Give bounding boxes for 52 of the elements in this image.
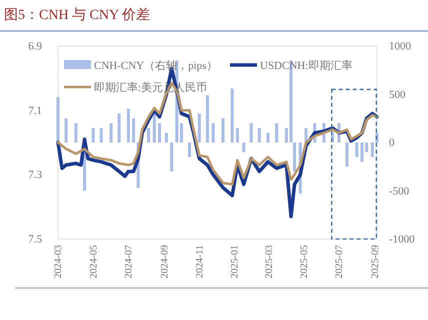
line-series bbox=[56, 82, 378, 186]
bar bbox=[152, 114, 156, 142]
bar bbox=[221, 118, 224, 142]
bar bbox=[92, 128, 95, 142]
bar bbox=[126, 108, 130, 142]
bar bbox=[56, 97, 60, 142]
bar bbox=[118, 114, 121, 142]
x-tick-label: 2024-11 bbox=[194, 245, 206, 278]
bar bbox=[304, 128, 308, 142]
bar bbox=[293, 142, 296, 172]
x-tick-label: 2024-03 bbox=[53, 245, 64, 278]
x-tick-label: 2025-09 bbox=[370, 245, 381, 278]
y-tick-label: 7.3 bbox=[28, 169, 42, 182]
y-tick-label: 7.5 bbox=[28, 234, 42, 246]
y-tick-label: 6.9 bbox=[28, 40, 42, 53]
bar bbox=[212, 123, 215, 142]
y2-tick-label: -1000 bbox=[389, 234, 416, 246]
x-tick-label: 2025-01 bbox=[230, 245, 241, 278]
bar bbox=[250, 123, 253, 142]
bar bbox=[275, 123, 278, 142]
y-tick-label: 7.1 bbox=[28, 104, 42, 117]
bar bbox=[198, 114, 201, 142]
bar bbox=[164, 132, 168, 142]
bar bbox=[242, 142, 246, 152]
bar bbox=[355, 142, 358, 157]
y2-tick-label: 1000 bbox=[389, 40, 412, 53]
bar bbox=[100, 128, 103, 142]
bar bbox=[258, 128, 261, 142]
chart-title: 图5：CNH 与 CNY 价差 bbox=[4, 7, 150, 23]
x-tick-label: 2024-09 bbox=[159, 245, 170, 278]
x-tick-label: 2024-05 bbox=[88, 245, 100, 278]
x-tick-label: 2025-03 bbox=[264, 245, 275, 278]
bar bbox=[132, 118, 136, 142]
bar bbox=[158, 123, 162, 142]
bar bbox=[110, 123, 113, 142]
bar bbox=[64, 118, 68, 142]
bar bbox=[230, 88, 234, 142]
x-tick-label: 2024-07 bbox=[124, 245, 135, 278]
bar bbox=[170, 142, 174, 172]
bar bbox=[188, 142, 192, 157]
bar bbox=[266, 132, 270, 142]
y2-tick-label: -500 bbox=[389, 185, 410, 198]
bar bbox=[236, 128, 239, 142]
bar bbox=[370, 142, 374, 157]
bar bbox=[206, 95, 209, 142]
bar bbox=[147, 128, 150, 142]
bar bbox=[346, 142, 349, 167]
bar bbox=[74, 123, 78, 142]
x-tick-label: 2025-05 bbox=[298, 245, 310, 278]
x-tick-label: 2025-07 bbox=[334, 245, 346, 278]
y2-tick-label: 0 bbox=[389, 137, 395, 150]
y2-tick-label: 500 bbox=[389, 88, 406, 101]
